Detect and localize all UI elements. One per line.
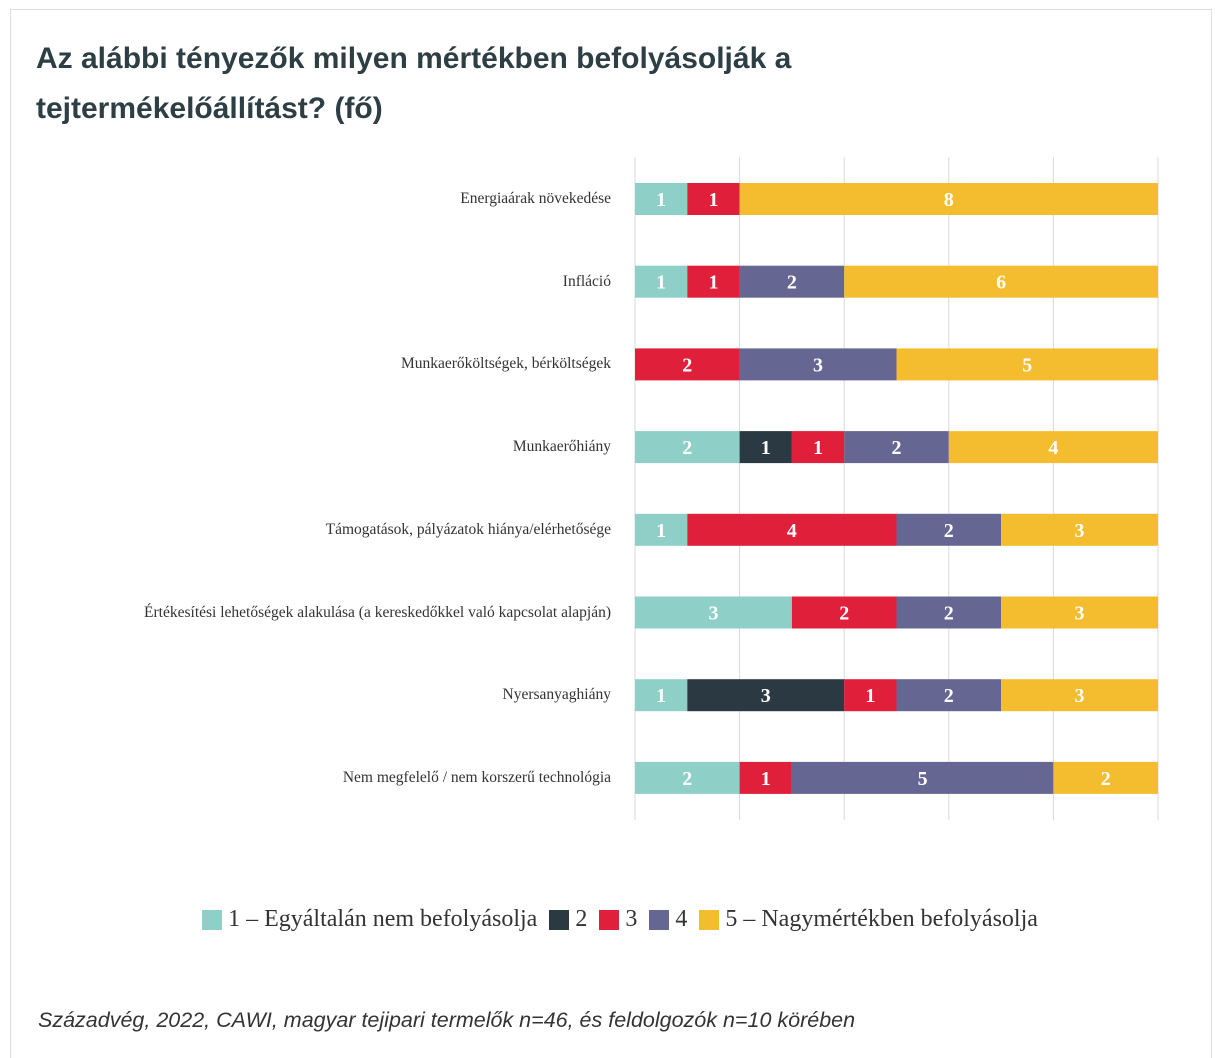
legend-label: 1 – Egyáltalán nem befolyásolja	[228, 906, 538, 932]
legend-item: 4	[649, 906, 687, 933]
legend-item: 5 – Nagymértékben befolyásolja	[699, 906, 1038, 933]
value-label: 1	[656, 520, 666, 542]
bar-segment	[948, 431, 1158, 464]
value-label: 4	[1048, 437, 1058, 459]
bar-segment	[791, 761, 1054, 794]
bar-segment	[635, 513, 688, 546]
frame	[10, 9, 1212, 1058]
bar-segment	[739, 431, 792, 464]
category-label: Munkaerőköltségek, bérköltségek	[400, 355, 611, 373]
value-label: 2	[892, 437, 902, 459]
bar-segment	[687, 183, 740, 215]
bar-segment	[687, 265, 740, 298]
bar-segment	[739, 761, 792, 794]
bar-segment	[635, 348, 740, 381]
value-label: 1	[656, 272, 666, 294]
bar-segment	[844, 679, 897, 712]
category-label: Munkaerőhiány	[512, 438, 611, 456]
bar-segment	[739, 348, 897, 381]
value-label: 2	[944, 685, 954, 707]
bar-segment	[1053, 761, 1158, 794]
value-label: 3	[1075, 685, 1085, 707]
source-note: Századvég, 2022, CAWI, magyar tejipari t…	[38, 1008, 856, 1032]
value-label: 2	[682, 354, 692, 376]
bar-segment	[635, 265, 688, 298]
bar-segment	[844, 265, 1158, 298]
legend-item: 1 – Egyáltalán nem befolyásolja	[202, 906, 537, 933]
category-label: Infláció	[562, 272, 611, 290]
value-label: 2	[944, 520, 954, 542]
value-label: 6	[996, 272, 1006, 294]
bar-segment	[635, 183, 688, 215]
legend-swatch	[699, 909, 720, 930]
bar-segment	[739, 265, 845, 298]
category-label: Támogatások, pályázatok hiánya/elérhetős…	[325, 520, 611, 538]
value-label: 1	[656, 685, 666, 707]
value-label: 2	[1101, 768, 1111, 790]
value-label: 3	[813, 354, 823, 376]
value-label: 4	[787, 520, 797, 542]
bar-segment	[896, 513, 1002, 546]
value-label: 2	[944, 603, 954, 625]
bar-segment	[635, 431, 740, 464]
bar-segment	[896, 596, 1002, 629]
value-label: 5	[1022, 354, 1032, 376]
category-label: Nyersanyaghiány	[502, 686, 611, 704]
bar-segment	[635, 761, 740, 794]
value-label: 3	[1075, 603, 1085, 625]
legend: 1 – Egyáltalán nem befolyásolja 2 3 4 5 – Na…	[0, 906, 1215, 933]
value-label: 1	[865, 685, 875, 707]
legend-item: 3	[599, 906, 637, 933]
bar-segment	[687, 513, 897, 546]
value-label: 1	[813, 437, 823, 459]
legend-label: 5 – Nagymértékben befolyásolja	[725, 906, 1038, 932]
bar-segment	[844, 431, 949, 464]
bar-segment	[687, 679, 845, 712]
value-label: 8	[944, 189, 954, 211]
value-label: 2	[682, 437, 692, 459]
value-label: 1	[708, 272, 718, 294]
bar-segment	[635, 679, 688, 712]
legend-item: 2	[549, 906, 587, 933]
value-label: 3	[708, 603, 718, 625]
bar-segment	[1001, 679, 1158, 712]
legend-label: 3	[625, 906, 638, 932]
legend-swatch	[599, 909, 620, 930]
value-label: 2	[839, 603, 849, 625]
bar-segment	[739, 183, 1158, 215]
value-label: 1	[708, 189, 718, 211]
value-label: 2	[682, 768, 692, 790]
legend-swatch	[202, 909, 223, 930]
legend-label: 4	[675, 906, 688, 932]
bar-segment	[1001, 513, 1158, 546]
bar-segment	[791, 596, 897, 629]
category-label: Energiaárak növekedése	[460, 190, 611, 207]
bar-segment	[896, 348, 1158, 381]
value-label: 5	[918, 768, 928, 790]
value-label: 1	[656, 189, 666, 211]
category-label: Értékesítési lehetőségek alakulása (a ke…	[144, 603, 611, 621]
legend-label: 2	[575, 906, 588, 932]
bar-segment	[896, 679, 1002, 712]
chart-title: Az alábbi tényezők milyen mértékben befo…	[36, 42, 792, 125]
bar-segment	[635, 596, 792, 629]
value-label: 3	[761, 685, 771, 707]
value-label: 1	[761, 437, 771, 459]
legend-swatch	[549, 909, 570, 930]
value-label: 1	[761, 768, 771, 790]
value-label: 2	[787, 272, 797, 294]
legend-swatch	[649, 909, 670, 930]
bar-segment	[791, 431, 845, 464]
value-label: 3	[1075, 520, 1085, 542]
bar-segment	[1001, 596, 1158, 629]
category-label: Nem megfelelő / nem korszerű technológia	[342, 768, 611, 786]
